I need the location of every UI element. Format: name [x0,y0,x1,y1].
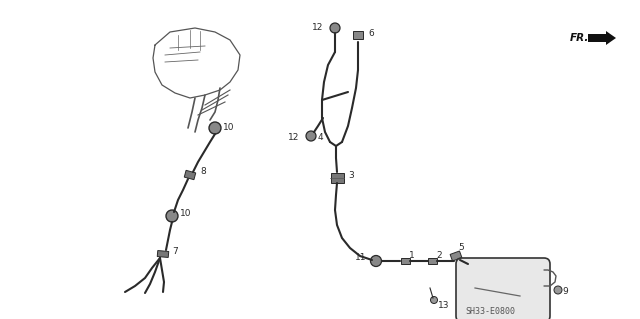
Circle shape [554,286,562,294]
Text: 6: 6 [368,28,374,38]
Text: 8: 8 [200,167,205,176]
Text: 1: 1 [409,251,415,261]
Text: 4: 4 [318,133,324,143]
Text: 13: 13 [438,301,449,310]
Text: 12: 12 [312,24,323,33]
Text: 9: 9 [562,287,568,296]
Circle shape [209,122,221,134]
Text: SH33-E0800: SH33-E0800 [465,308,515,316]
Bar [330,173,344,183]
Text: 7: 7 [172,248,178,256]
Bar [353,31,363,39]
Text: FR.: FR. [570,33,589,43]
Bar [184,170,196,180]
Circle shape [330,23,340,33]
Bar [450,251,462,261]
Bar [157,250,169,257]
Circle shape [371,256,381,266]
Bar [401,258,410,264]
Circle shape [166,210,178,222]
Text: 3: 3 [348,172,354,181]
Text: 5: 5 [458,243,464,253]
Text: 12: 12 [287,133,299,143]
Text: 11: 11 [355,253,366,262]
Circle shape [431,296,438,303]
Text: 10: 10 [180,210,191,219]
Text: 2: 2 [436,251,442,261]
Bar [428,258,436,264]
FancyBboxPatch shape [456,258,550,319]
FancyArrow shape [588,31,616,45]
Text: 10: 10 [223,123,234,132]
Circle shape [306,131,316,141]
